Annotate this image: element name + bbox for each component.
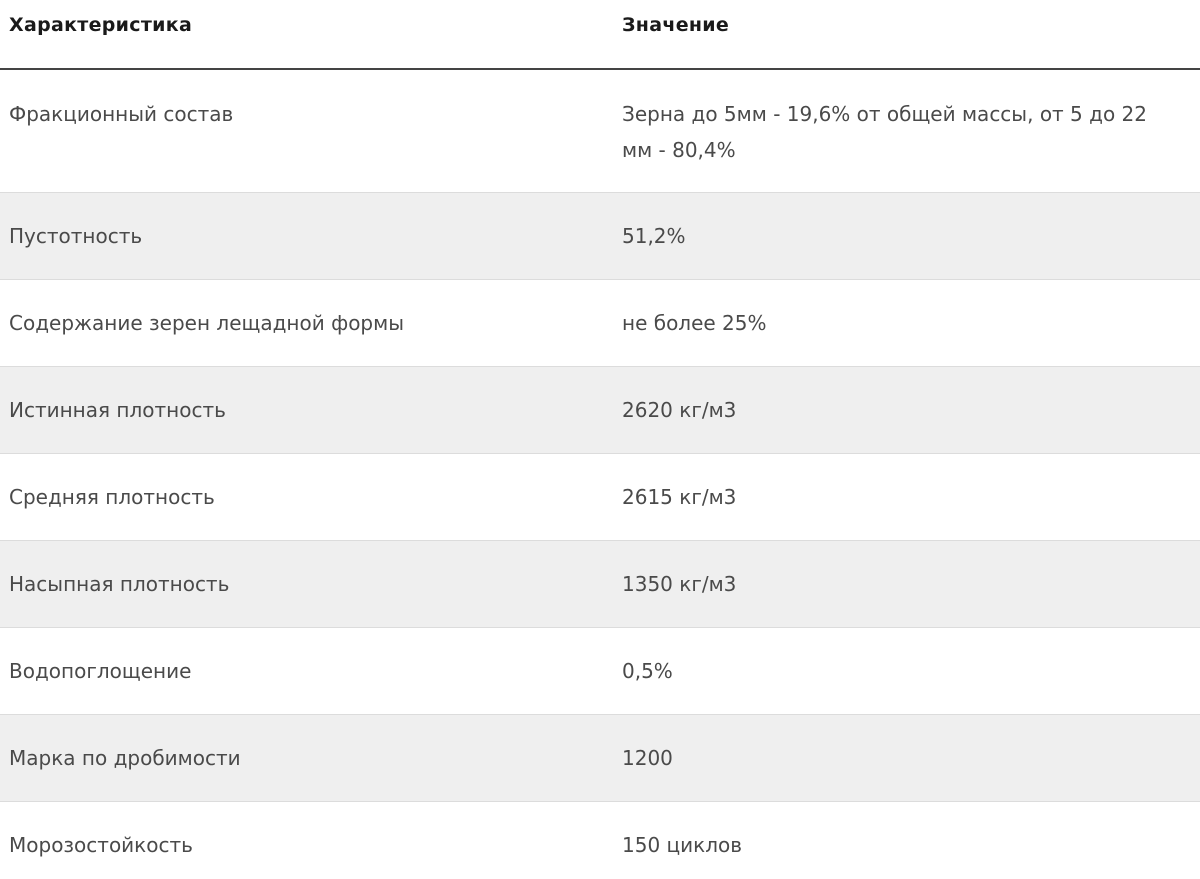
cell-characteristic: Морозостойкость <box>9 833 193 858</box>
table-row: Истинная плотность 2620 кг/м3 <box>0 366 1200 454</box>
header-value: Значение <box>596 0 1200 70</box>
cell-characteristic: Содержание зерен лещадной формы <box>0 279 596 367</box>
table-row: Фракционный состав Зерна до 5мм - 19,6% … <box>0 69 1200 193</box>
cell-characteristic: Истинная плотность <box>0 366 596 454</box>
cell-value: 2620 кг/м3 <box>596 366 1200 454</box>
table-header-row: Характеристика Значение <box>0 0 1200 70</box>
table-row: Марка по дробимости 1200 <box>0 714 1200 802</box>
cell-characteristic: Средняя плотность <box>0 453 596 541</box>
table-row: Пустотность 51,2% <box>0 192 1200 280</box>
cell-value: 1200 <box>596 714 1200 802</box>
cell-value: не более 25% <box>596 279 1200 367</box>
cell-value: 0,5% <box>596 627 1200 715</box>
cell-characteristic: Водопоглощение <box>0 627 596 715</box>
cell-characteristic: Марка по дробимости <box>0 714 596 802</box>
cell-value: 51,2% <box>596 192 1200 280</box>
cell-characteristic: Насыпная плотность <box>0 540 596 628</box>
table-row: Средняя плотность 2615 кг/м3 <box>0 453 1200 541</box>
header-characteristic: Характеристика <box>0 0 596 70</box>
table-row: Морозостойкость 150 циклов <box>0 801 1200 879</box>
cell-value: Зерна до 5мм - 19,6% от общей массы, от … <box>596 69 1200 193</box>
cell-characteristic: Пустотность <box>0 192 596 280</box>
table-row: Содержание зерен лещадной формы не более… <box>0 279 1200 367</box>
table-row: Водопоглощение 0,5% <box>0 627 1200 715</box>
cell-value: 2615 кг/м3 <box>596 453 1200 541</box>
cell-characteristic: Фракционный состав <box>0 69 596 193</box>
cell-value: 150 циклов <box>622 833 743 858</box>
table-row: Насыпная плотность 1350 кг/м3 <box>0 540 1200 628</box>
cell-value: 1350 кг/м3 <box>596 540 1200 628</box>
